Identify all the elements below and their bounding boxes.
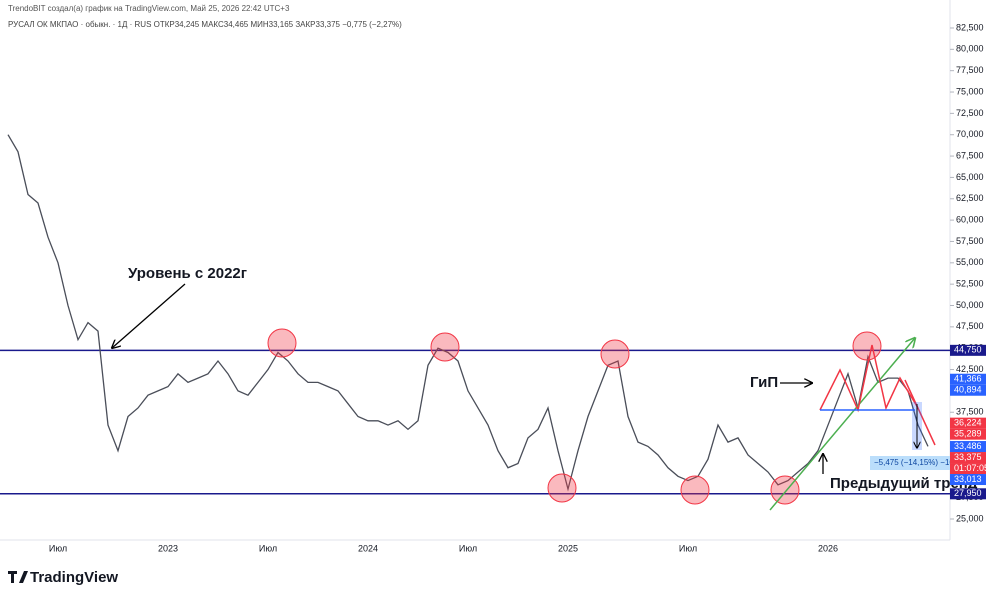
- price-label-bg: [950, 373, 986, 385]
- x-tick-label: Июл: [679, 543, 697, 553]
- y-tick-label: 67,500: [956, 150, 984, 160]
- circle: [600, 339, 630, 369]
- y-tick-label: 52,500: [956, 279, 984, 289]
- price-label: 40,894: [954, 385, 982, 395]
- price-label-bg: [950, 452, 986, 464]
- drawings: −5,475 (−14,15%) −10 Уровень с 2022г ГиП…: [112, 265, 978, 511]
- credit: TrendoBIT создал(а) график на TradingVie…: [8, 4, 290, 13]
- circle: [430, 332, 460, 362]
- y-tick-label: 50,000: [956, 300, 984, 310]
- y-tick-label: 42,500: [956, 364, 984, 374]
- x-tick-label: 2025: [558, 543, 578, 553]
- price-label: 27,950: [954, 488, 982, 498]
- circle: [267, 328, 297, 358]
- price-label-bg: [950, 344, 986, 356]
- countdown-bg: [950, 463, 986, 475]
- price-label: 36,224: [954, 418, 982, 428]
- price-label-bg: [950, 474, 986, 486]
- pattern-line: [819, 344, 919, 413]
- y-tick-label: 70,000: [956, 129, 984, 139]
- price-label-bg: [950, 441, 986, 453]
- y-tick-label: 25,000: [956, 513, 984, 523]
- x-tick-label: 2026: [818, 543, 838, 553]
- circle: [852, 331, 882, 361]
- x-tick-label: Июл: [459, 543, 477, 553]
- x-tick-label: Июл: [259, 543, 277, 553]
- measure-label-bg: [870, 456, 950, 470]
- y-tick-label: 37,500: [956, 407, 984, 417]
- price-label-bg: [950, 417, 986, 429]
- y-tick-label: 65,000: [956, 172, 984, 182]
- price-label: 35,289: [954, 429, 982, 439]
- arrow: [112, 283, 186, 348]
- annotation: Уровень с 2022г: [128, 265, 247, 282]
- x-tick-label: Июл: [49, 543, 67, 553]
- logo-icon: [8, 571, 28, 583]
- price-label: 44,750: [954, 345, 982, 355]
- price-label: 33,486: [954, 441, 982, 451]
- circle: [680, 475, 710, 505]
- y-tick-label: 75,000: [956, 86, 984, 96]
- y-tick-label: 55,000: [956, 257, 984, 267]
- trend-line: [769, 338, 915, 511]
- countdown: 01:07:05: [954, 463, 989, 473]
- legend: РУСАЛ ОК МКПАО · обыкн. · 1Д · RUS ОТКР3…: [8, 20, 402, 29]
- pattern-line: [904, 379, 936, 446]
- measure-label: −5,475 (−14,15%) −10: [874, 458, 954, 467]
- y-tick-label: 82,500: [956, 22, 984, 32]
- price-label: 33,013: [954, 474, 982, 484]
- annotation: ГиП: [750, 374, 778, 391]
- price-label: 41,366: [954, 374, 982, 384]
- y-tick-label: 80,000: [956, 44, 984, 54]
- y-tick-label: 60,000: [956, 214, 984, 224]
- price-label-bg: [950, 488, 986, 500]
- price-label: 33,375: [954, 452, 982, 462]
- y-tick-label: 72,500: [956, 108, 984, 118]
- x-tick-label: 2024: [358, 543, 378, 553]
- x-tick-label: 2023: [158, 543, 178, 553]
- y-tick-label: 77,500: [956, 65, 984, 75]
- y-tick-label: 57,500: [956, 236, 984, 246]
- logo: TradingView: [30, 569, 118, 586]
- y-tick-label: 62,500: [956, 193, 984, 203]
- price-label-bg: [950, 384, 986, 396]
- circle: [547, 473, 577, 503]
- price-label-bg: [950, 428, 986, 440]
- y-tick-label: 47,500: [956, 321, 984, 331]
- annotation: Предыдущий тренд: [830, 475, 978, 492]
